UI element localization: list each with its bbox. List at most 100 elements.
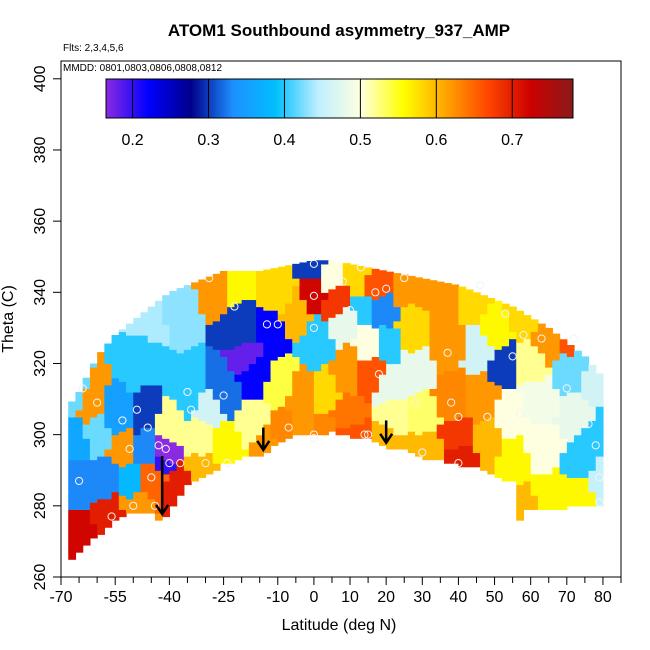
- heatmap-cell: [219, 441, 228, 450]
- heatmap-cell: [422, 302, 431, 311]
- heatmap-cell: [422, 416, 431, 425]
- heatmap-cell: [68, 416, 77, 425]
- heatmap-cell: [559, 416, 568, 425]
- heatmap-cell: [364, 374, 373, 382]
- heatmap-cell: [212, 292, 221, 301]
- heatmap-cell: [566, 427, 575, 436]
- heatmap-cell: [183, 363, 192, 372]
- heatmap-cell: [191, 345, 199, 354]
- heatmap-cell: [154, 313, 163, 322]
- heatmap-cell: [516, 363, 525, 372]
- heatmap-cell: [248, 292, 257, 301]
- heatmap-cell: [429, 317, 438, 325]
- heatmap-cell: [270, 324, 279, 333]
- heatmap-cell: [176, 331, 185, 340]
- heatmap-cell: [147, 484, 156, 493]
- heatmap-cell: [443, 356, 452, 365]
- heatmap-cell: [335, 342, 344, 350]
- heatmap-cell: [270, 317, 279, 325]
- heatmap-cell: [75, 445, 84, 454]
- heatmap-cell: [104, 463, 113, 471]
- heatmap-cell: [126, 470, 134, 478]
- heatmap-cell: [537, 473, 546, 482]
- heatmap-cell: [545, 431, 553, 439]
- heatmap-cell: [75, 402, 84, 411]
- heatmap-cell: [537, 452, 546, 461]
- heatmap-cell: [516, 434, 525, 443]
- heatmap-cell: [530, 381, 539, 389]
- heatmap-cell: [248, 413, 257, 422]
- heatmap-cell: [89, 431, 98, 439]
- heatmap-cell: [509, 381, 517, 389]
- heatmap-cell: [530, 331, 539, 340]
- heatmap-cell: [328, 288, 337, 297]
- heatmap-cell: [516, 310, 525, 315]
- heatmap-cell: [400, 399, 409, 407]
- heatmap-cell: [162, 438, 170, 446]
- heatmap-cell: [581, 399, 590, 407]
- observation-point: [371, 288, 380, 297]
- heatmap-cell: [313, 278, 322, 286]
- heatmap-cell: [241, 342, 250, 350]
- heatmap-cell: [205, 302, 214, 311]
- heatmap-cell: [436, 416, 445, 425]
- y-tick-label: 380: [32, 137, 49, 164]
- heatmap-cell: [509, 331, 517, 340]
- heatmap-cell: [299, 262, 308, 265]
- heatmap-cell: [111, 356, 120, 365]
- heatmap-cell: [154, 399, 163, 407]
- heatmap-cell: [68, 423, 77, 432]
- observation-point: [360, 430, 369, 439]
- heatmap-cell: [176, 295, 185, 304]
- heatmap-cell: [169, 342, 178, 350]
- heatmap-cell: [378, 388, 387, 397]
- heatmap-cell: [501, 317, 510, 325]
- heatmap-cell: [364, 324, 373, 333]
- heatmap-cell: [198, 306, 207, 315]
- heatmap-cell: [559, 431, 568, 439]
- heatmap-cell: [306, 377, 315, 386]
- heatmap-cell: [523, 374, 532, 382]
- heatmap-cell: [147, 349, 156, 357]
- heatmap-cell: [133, 491, 142, 500]
- heatmap-cell: [371, 342, 380, 350]
- heatmap-cell: [357, 423, 366, 432]
- heatmap-cell: [443, 384, 452, 393]
- heatmap-cell: [205, 438, 214, 446]
- heatmap-cell: [342, 391, 351, 400]
- heatmap-cell: [147, 391, 156, 400]
- heatmap-cell: [451, 320, 460, 329]
- heatmap-cell: [154, 512, 163, 521]
- heatmap-cell: [566, 441, 575, 450]
- heatmap-cell: [494, 470, 503, 478]
- observation-point: [78, 384, 87, 393]
- heatmap-cell: [523, 431, 532, 439]
- heatmap-cell: [530, 388, 539, 397]
- heatmap-cell: [75, 423, 84, 432]
- heatmap-cell: [545, 359, 553, 368]
- heatmap-cell: [285, 402, 293, 411]
- heatmap-cell: [241, 399, 250, 407]
- heatmap-cell: [263, 374, 272, 382]
- heatmap-cell: [256, 285, 264, 293]
- heatmap-cell: [559, 423, 568, 432]
- heatmap-cell: [328, 352, 337, 361]
- heatmap-cell: [133, 477, 142, 486]
- heatmap-cell: [350, 423, 358, 432]
- heatmap-cell: [436, 445, 445, 454]
- heatmap-cell: [285, 359, 293, 368]
- heatmap-cell: [566, 370, 575, 379]
- heatmap-cell: [97, 352, 105, 357]
- heatmap-cell: [378, 310, 387, 318]
- heatmap-cell: [443, 306, 452, 315]
- heatmap-cell: [581, 434, 590, 443]
- heatmap-cell: [335, 261, 344, 265]
- heatmap-cell: [169, 413, 178, 422]
- heatmap-cell: [588, 484, 597, 493]
- heatmap-cell: [241, 335, 250, 343]
- heatmap-cell: [465, 423, 474, 432]
- heatmap-cell: [126, 463, 134, 471]
- heatmap-cell: [176, 488, 185, 496]
- heatmap-cell: [523, 502, 532, 510]
